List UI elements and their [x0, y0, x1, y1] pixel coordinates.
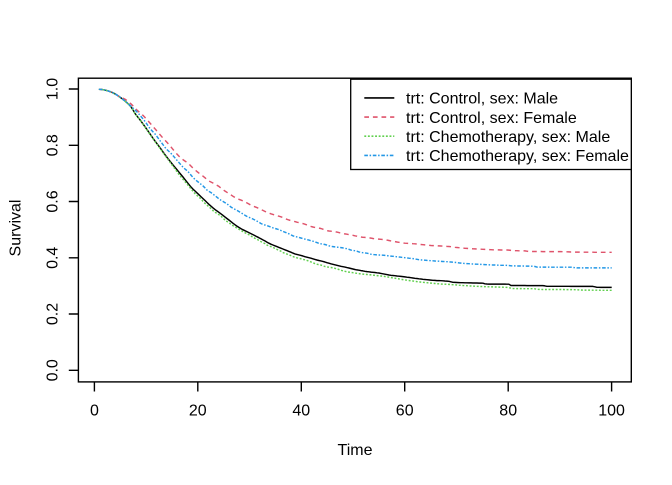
- svg-text:20: 20: [189, 403, 207, 420]
- svg-text:1.0: 1.0: [45, 78, 62, 100]
- svg-text:40: 40: [292, 403, 310, 420]
- svg-text:trt: Chemotherapy, sex: Male: trt: Chemotherapy, sex: Male: [406, 129, 610, 146]
- svg-text:60: 60: [396, 403, 414, 420]
- svg-text:80: 80: [499, 403, 517, 420]
- svg-text:trt: Chemotherapy, sex: Female: trt: Chemotherapy, sex: Female: [406, 148, 629, 165]
- svg-text:0.8: 0.8: [45, 134, 62, 156]
- svg-text:trt: Control, sex: Male: trt: Control, sex: Male: [406, 91, 558, 108]
- svg-text:0.4: 0.4: [45, 247, 62, 269]
- svg-text:0.6: 0.6: [45, 190, 62, 212]
- svg-text:0.0: 0.0: [45, 359, 62, 381]
- svg-text:Time: Time: [338, 442, 373, 459]
- svg-text:100: 100: [598, 403, 625, 420]
- svg-text:Survival: Survival: [8, 200, 25, 257]
- svg-text:0.2: 0.2: [45, 303, 62, 325]
- svg-text:trt: Control, sex: Female: trt: Control, sex: Female: [406, 110, 577, 127]
- svg-text:0: 0: [90, 403, 99, 420]
